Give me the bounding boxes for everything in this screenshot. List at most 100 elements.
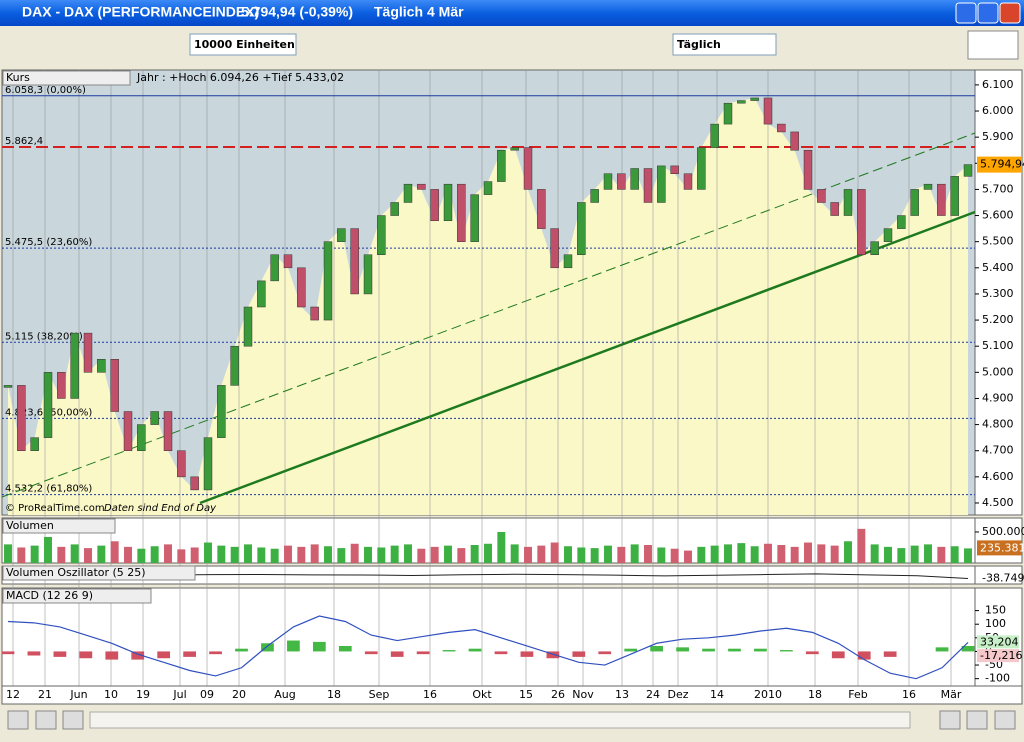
candle [510, 147, 519, 151]
scrollbar[interactable] [89, 711, 911, 729]
y-tick-label: 4.600 [982, 470, 1014, 483]
candle [190, 476, 199, 491]
macd-histogram [157, 651, 171, 659]
volume-bar [937, 546, 946, 563]
x-tick-label: 15 [519, 688, 533, 701]
macd-histogram [312, 641, 326, 652]
x-tick-label: 18 [327, 688, 341, 701]
candle [923, 183, 933, 190]
y-tick-label: 4.800 [982, 418, 1014, 431]
macd-histogram [857, 651, 871, 660]
candle [83, 332, 93, 373]
volume-bar [470, 545, 479, 563]
x-tick-label: Sep [369, 688, 390, 701]
y-tick-label: 4.900 [982, 391, 1014, 404]
candle [563, 254, 573, 269]
panel-subtitle: Jahr : +Hoch 6.094,26 +Tief 5.433,02 [136, 71, 344, 84]
macd-histogram [1, 651, 15, 655]
macd-histogram [961, 645, 975, 652]
volume-bar [377, 547, 386, 563]
maximize-button[interactable] [977, 2, 999, 24]
legend-box [2, 518, 116, 534]
y-tick-label: 5.500 [982, 235, 1014, 248]
x-axis-bg [1, 685, 1023, 705]
macd-histogram [416, 651, 430, 655]
volume-bar [230, 546, 239, 563]
last-price-label: 5.794,94 [980, 158, 1024, 171]
candle [590, 189, 599, 203]
candle [137, 424, 146, 451]
volume-bar [497, 531, 506, 563]
zoom-button[interactable] [939, 710, 961, 730]
volume-bar [577, 547, 586, 563]
volume-bar [270, 548, 279, 563]
zoom-in-button[interactable] [994, 710, 1016, 730]
volume-bar [670, 548, 679, 563]
minimize-button[interactable] [955, 2, 977, 24]
x-tick-label: Jun [69, 688, 87, 701]
mail-button[interactable] [7, 710, 29, 730]
x-tick-label: 16 [423, 688, 437, 701]
x-tick-label: 13 [615, 688, 629, 701]
candle [497, 149, 506, 182]
candle [937, 183, 946, 216]
volume-bar [70, 544, 79, 563]
macd-histogram [235, 648, 248, 652]
candle [337, 228, 346, 242]
x-tick-label: Aug [274, 688, 295, 701]
candle [550, 228, 559, 269]
level-label: 6.058,3 (0,00%) [5, 85, 86, 96]
macd-histogram [805, 651, 819, 655]
y-tick-label: 100 [985, 617, 1006, 630]
candle [657, 165, 666, 203]
x-tick-label: 19 [136, 688, 150, 701]
volume-bar [137, 548, 146, 563]
units-value: 10000 Einheiten [194, 38, 295, 51]
volume-bar [777, 545, 786, 563]
candle [777, 123, 786, 133]
period-dropdown[interactable] [672, 33, 777, 56]
x-tick-label: 24 [646, 688, 660, 701]
candle [43, 372, 53, 438]
candle [750, 97, 759, 101]
candle [643, 168, 653, 203]
level-label: 5.115 (38,20%) [5, 331, 83, 342]
volume-bar [750, 546, 759, 563]
candle [150, 411, 159, 425]
volume-bar [97, 545, 106, 563]
y-tick-label: 5.900 [982, 130, 1014, 143]
candle [803, 149, 813, 190]
candle [710, 123, 719, 148]
volume-bar [790, 546, 799, 563]
delete-button[interactable] [62, 710, 84, 730]
volume-bar [217, 545, 226, 563]
candle [830, 202, 839, 216]
macd-histogram [520, 651, 534, 657]
zoom-out-button[interactable] [966, 710, 988, 730]
candle [230, 345, 239, 386]
volume-bar [44, 536, 52, 563]
title-bar [0, 0, 1024, 26]
volume-bar [764, 543, 772, 563]
level-label: 5.475,5 (23,60%) [5, 237, 92, 248]
units-dropdown[interactable] [189, 33, 297, 56]
candle [17, 385, 26, 451]
indicator-button[interactable] [967, 30, 1019, 60]
last-macd-box [977, 649, 1019, 663]
close-button[interactable] [999, 2, 1021, 24]
volume-bar [484, 543, 492, 563]
candle [870, 241, 879, 255]
candle [790, 131, 799, 151]
candle [430, 189, 439, 222]
macd-histogram [261, 643, 274, 652]
volume-bar [57, 546, 66, 563]
volume-bar [617, 546, 626, 563]
candle [217, 385, 226, 438]
x-tick-label: 18 [808, 688, 822, 701]
candle [310, 306, 319, 321]
x-tick-label: Nov [572, 688, 594, 701]
candle [30, 437, 39, 451]
panel-title: MACD (12 26 9) [6, 589, 93, 602]
print-button[interactable] [35, 710, 57, 730]
